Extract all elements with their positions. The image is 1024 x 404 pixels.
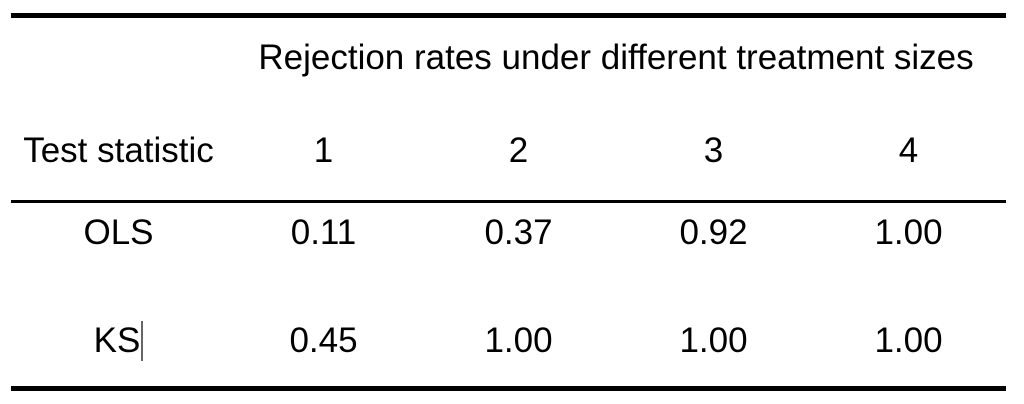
cell-ks-4: 1.00 <box>874 321 943 360</box>
table-header-row: Test statistic 1 2 3 4 <box>11 131 1006 171</box>
table-title: Rejection rates under different treatmen… <box>258 38 974 77</box>
table-mid-rule <box>11 200 1006 203</box>
row-label-ks-cell[interactable]: KS <box>11 320 226 361</box>
table-title-row: Rejection rates under different treatmen… <box>11 38 1006 78</box>
cell-ks-1: 0.45 <box>289 321 358 360</box>
header-col-4: 4 <box>898 131 919 170</box>
rejection-rates-table: Rejection rates under different treatmen… <box>11 0 1006 404</box>
cell-ols-1: 0.11 <box>290 213 357 252</box>
text-caret <box>141 320 144 361</box>
table-row-ols: OLS 0.11 0.37 0.92 1.00 <box>11 213 1006 253</box>
cell-ks-3: 1.00 <box>679 321 748 360</box>
row-label-ols: OLS <box>83 213 154 252</box>
header-test-statistic: Test statistic <box>23 131 214 170</box>
table-bottom-rule <box>11 386 1006 391</box>
cell-ols-4: 1.00 <box>874 213 943 252</box>
row-label-ks: KS <box>93 321 141 360</box>
header-col-1: 1 <box>313 131 334 170</box>
cell-ols-3: 0.92 <box>679 213 748 252</box>
header-col-2: 2 <box>508 131 529 170</box>
title-spacer-cell <box>11 38 226 78</box>
header-col-3: 3 <box>703 131 724 170</box>
cell-ks-2: 1.00 <box>484 321 553 360</box>
table-row-ks: KS 0.45 1.00 1.00 1.00 <box>11 320 1006 361</box>
table-top-rule <box>11 13 1006 18</box>
cell-ols-2: 0.37 <box>484 213 553 252</box>
